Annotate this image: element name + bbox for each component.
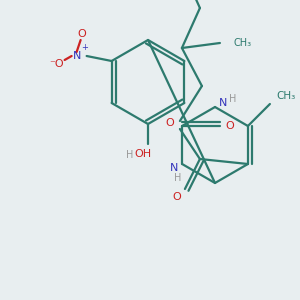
Text: O: O [226, 121, 235, 131]
Text: OH: OH [134, 149, 152, 159]
Text: CH₃: CH₃ [276, 91, 295, 101]
Text: N: N [170, 163, 178, 173]
Text: +: + [81, 44, 88, 52]
Text: CH₃: CH₃ [234, 38, 252, 48]
Text: H: H [229, 94, 237, 104]
Text: O: O [166, 118, 174, 128]
Text: ⁻O: ⁻O [49, 59, 64, 69]
Text: H: H [174, 173, 182, 183]
Text: O: O [77, 29, 86, 39]
Text: H: H [126, 150, 134, 160]
Text: O: O [172, 192, 181, 202]
Text: N: N [219, 98, 227, 108]
Text: N: N [72, 51, 81, 61]
